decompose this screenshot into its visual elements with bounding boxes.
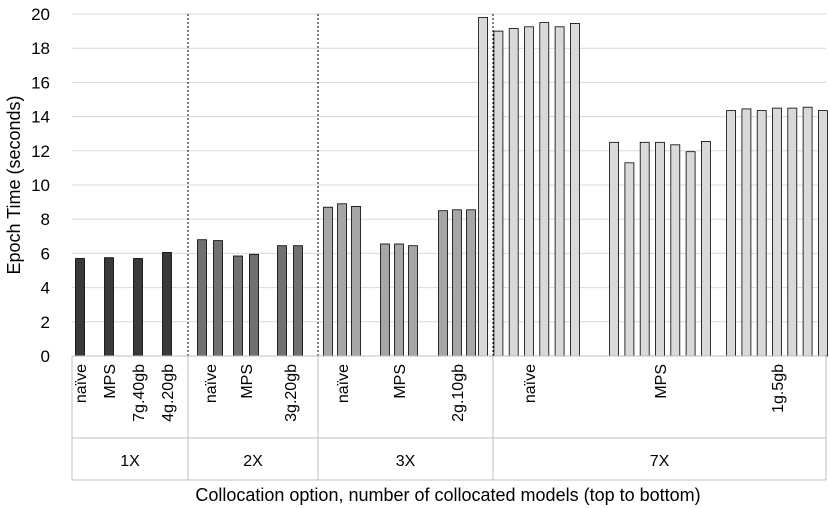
y-tick-labels: 0 2 4 6 8 10 12 14 16 18 20 <box>31 5 50 366</box>
bar <box>802 106 813 357</box>
bar <box>293 245 303 357</box>
bar <box>394 243 404 357</box>
bar <box>772 107 782 357</box>
bar <box>337 203 347 357</box>
bar <box>787 107 798 357</box>
bar <box>249 253 259 357</box>
bar <box>233 255 243 357</box>
y-tick-label: 14 <box>31 108 50 127</box>
bar <box>478 16 489 357</box>
gridlines <box>72 13 826 357</box>
bar <box>408 245 418 357</box>
category-label: 1g.5gb <box>770 364 787 413</box>
category-labels: naïve MPS 7g.40gb 4g.20gb naïve MPS 3g.20gb naï… <box>73 364 787 422</box>
bar <box>655 141 665 357</box>
category-label: naïve <box>73 364 90 403</box>
bar <box>670 144 681 357</box>
bar <box>539 22 550 357</box>
y-tick-label: 4 <box>41 279 50 298</box>
bar <box>277 245 287 357</box>
group-label: 7X <box>650 453 670 470</box>
bar <box>197 239 207 357</box>
group-label: 2X <box>243 453 263 470</box>
group-separators <box>187 14 494 356</box>
category-label: MPS <box>239 364 256 399</box>
category-label: 2g.10gb <box>450 364 467 422</box>
bar <box>818 110 828 357</box>
y-tick-label: 20 <box>31 5 50 24</box>
bar <box>466 209 476 357</box>
category-label: 4g.20gb <box>160 364 177 422</box>
y-tick-label: 2 <box>41 313 50 332</box>
bar <box>701 140 711 357</box>
bar <box>351 205 361 357</box>
bar <box>685 151 696 357</box>
bar <box>438 210 448 357</box>
bar <box>493 30 504 357</box>
category-label: naïve <box>522 364 539 403</box>
x-axis-title: Collocation option, number of collocated… <box>195 485 700 505</box>
category-label: MPS <box>102 364 119 399</box>
bar <box>726 110 736 357</box>
bar <box>570 22 580 357</box>
bar <box>213 240 223 357</box>
category-label: 7g.40gb <box>131 364 148 422</box>
bar <box>624 162 635 357</box>
category-label: 3g.20gb <box>283 364 300 422</box>
y-tick-label: 10 <box>31 176 50 195</box>
group-label: 3X <box>396 453 416 470</box>
bar <box>756 110 767 357</box>
y-tick-label: 0 <box>41 347 50 366</box>
y-tick-label: 8 <box>41 210 50 229</box>
y-axis-title: Epoch Time (seconds) <box>4 95 24 274</box>
category-label: MPS <box>653 364 670 399</box>
bar <box>104 257 114 357</box>
category-label: MPS <box>392 364 409 399</box>
bar <box>162 252 172 357</box>
y-tick-label: 18 <box>31 39 50 58</box>
group-label: 1X <box>120 453 140 470</box>
bar <box>452 209 462 357</box>
bar <box>609 141 619 357</box>
bar <box>741 108 752 357</box>
y-tick-label: 6 <box>41 244 50 263</box>
bar <box>75 258 85 357</box>
bar <box>323 206 333 357</box>
category-label: naïve <box>335 364 352 403</box>
y-tick-label: 16 <box>31 73 50 92</box>
y-tick-label: 12 <box>31 142 50 161</box>
axis-table-lines <box>71 355 827 481</box>
bar <box>133 258 143 357</box>
group-labels: 1X 2X 3X 7X <box>120 453 669 470</box>
bar <box>380 243 390 357</box>
bar <box>524 26 534 357</box>
bar <box>508 28 519 357</box>
bar <box>639 141 650 357</box>
category-label: naïve <box>203 364 220 403</box>
bar <box>554 26 565 357</box>
